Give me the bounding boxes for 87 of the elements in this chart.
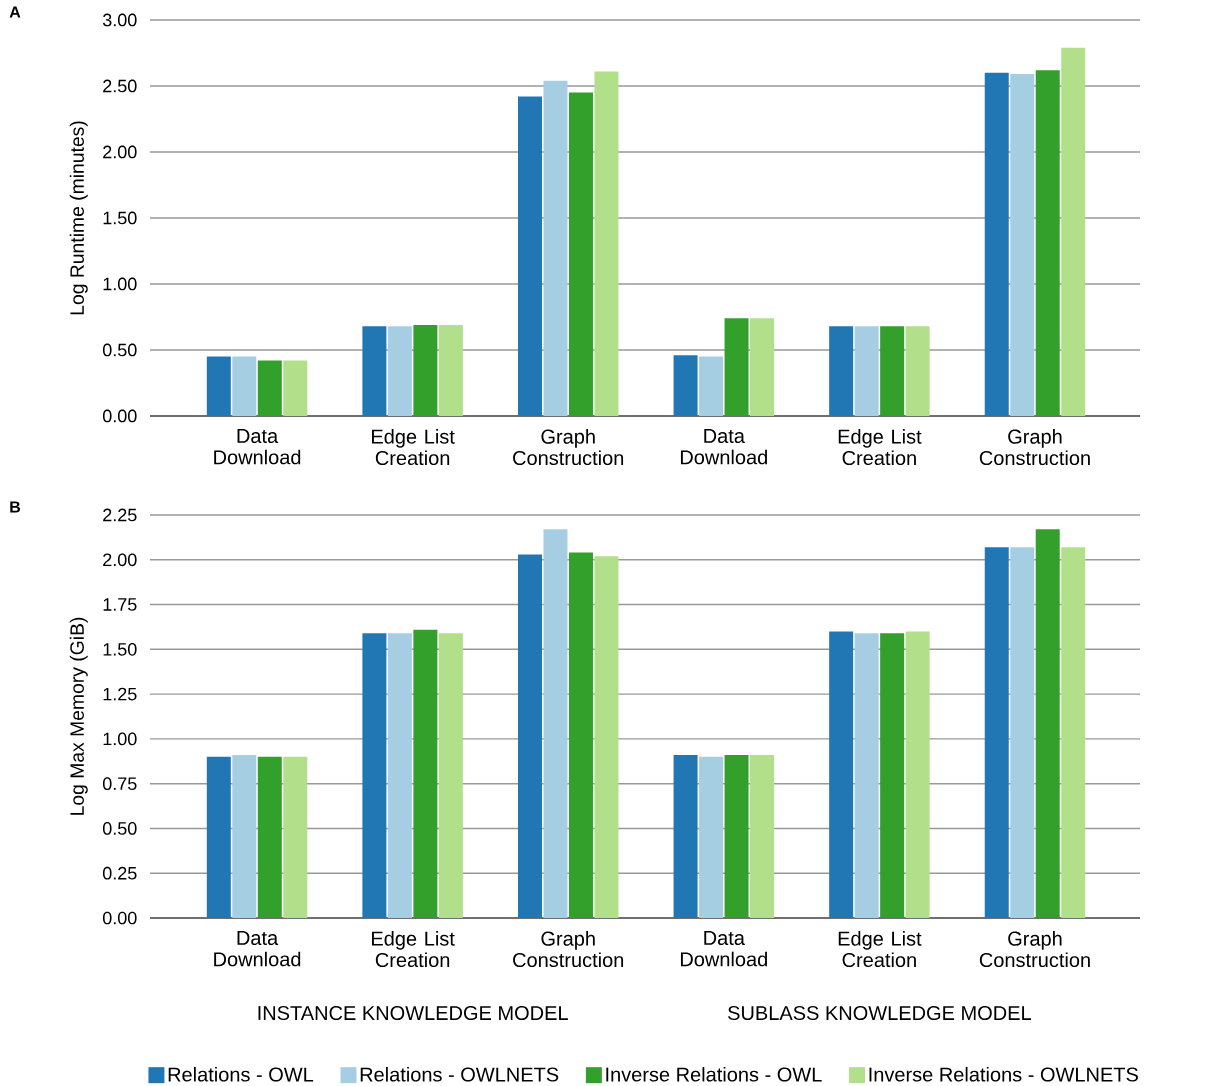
- bar: [362, 326, 387, 416]
- bar: [750, 755, 775, 918]
- y-tick-label: 2.50: [103, 79, 137, 93]
- x-tick-label: Graph Construction: [513, 931, 624, 968]
- text: B: [10, 501, 21, 513]
- bar: [1010, 547, 1035, 918]
- y-tick-label: 0.00: [102, 409, 137, 423]
- bar: [854, 633, 879, 918]
- bar: [724, 755, 749, 918]
- bar: [232, 356, 257, 416]
- x-tick-label: Edge List Creation: [838, 931, 922, 968]
- bar: [543, 80, 568, 416]
- bar: [984, 72, 1009, 416]
- bar: [387, 326, 412, 416]
- bar: [413, 629, 438, 918]
- bar: [880, 326, 905, 416]
- bar: [257, 360, 282, 416]
- bar: [362, 633, 387, 918]
- text: INSTANCE KNOWLEDGE MODEL: [258, 1005, 568, 1021]
- bar: [543, 529, 568, 918]
- bar: [517, 96, 542, 416]
- y-axis-title: Log Max Memory (GiB): [69, 617, 88, 815]
- bar: [829, 326, 854, 416]
- bar: [854, 326, 879, 416]
- x-tick-label: Graph Construction: [513, 429, 624, 466]
- x-tick-label: Graph Construction: [979, 429, 1090, 466]
- y-tick-label: 0.75: [102, 777, 137, 791]
- bar: [568, 92, 593, 416]
- bar: [984, 547, 1009, 918]
- y-tick-label: 1.00: [103, 277, 137, 291]
- bar: [699, 756, 724, 918]
- bar: [880, 633, 905, 918]
- y-tick-label: 3.00: [102, 13, 137, 27]
- bar: [1061, 47, 1086, 416]
- bar: [283, 756, 308, 918]
- y-tick-label: 0.25: [102, 866, 137, 880]
- y-axis-title: Log Runtime (minutes): [69, 121, 88, 315]
- y-tick-label: 0.50: [102, 343, 137, 357]
- y-tick-label: 1.50: [103, 211, 137, 225]
- bar: [568, 552, 593, 918]
- text: A: [9, 6, 21, 18]
- bar: [283, 360, 308, 416]
- bar: [673, 755, 698, 918]
- bar: [673, 355, 698, 416]
- bar: [517, 554, 542, 918]
- text: SUBLASS KNOWLEDGE MODEL: [728, 1005, 1031, 1021]
- legend-label: Relations - OWL: [168, 1066, 314, 1082]
- bar: [1035, 529, 1060, 918]
- bar: [724, 318, 749, 416]
- bar: [206, 356, 231, 416]
- bar: [387, 633, 412, 918]
- x-tick-label: Data Download: [214, 429, 301, 465]
- x-tick-label: Edge List Creation: [838, 429, 922, 466]
- bar: [232, 755, 257, 918]
- y-tick-label: 0.00: [102, 911, 137, 925]
- bar: [905, 631, 930, 918]
- legend-label: Inverse Relations - OWLNETS: [869, 1066, 1138, 1082]
- x-tick-label: Edge List Creation: [372, 429, 455, 466]
- bar: [750, 318, 775, 416]
- x-tick-label: Data Download: [214, 931, 301, 967]
- x-tick-label: Graph Construction: [979, 931, 1090, 968]
- bar: [594, 71, 619, 416]
- bar: [438, 633, 463, 918]
- legend-label: Relations - OWLNETS: [360, 1066, 559, 1082]
- bar: [413, 324, 438, 416]
- y-tick-label: 1.50: [103, 642, 137, 656]
- y-tick-label: 2.00: [103, 145, 137, 159]
- x-tick-label: Data Download: [680, 931, 767, 967]
- bar: [257, 756, 282, 918]
- bar: [1035, 70, 1060, 416]
- bar: [1010, 74, 1035, 416]
- y-tick-label: 2.25: [103, 508, 137, 522]
- bar: [206, 756, 231, 918]
- bar: [905, 326, 930, 416]
- bar: [829, 631, 854, 918]
- y-tick-label: 1.00: [103, 732, 137, 746]
- y-tick-label: 1.25: [103, 687, 137, 701]
- y-tick-label: 2.00: [103, 553, 137, 567]
- legend-label: Inverse Relations - OWL: [606, 1066, 822, 1082]
- y-tick-label: 1.75: [103, 598, 137, 611]
- bar: [594, 556, 619, 918]
- y-tick-label: 0.50: [102, 822, 137, 835]
- x-tick-label: Edge List Creation: [372, 931, 455, 968]
- bar: [1061, 547, 1086, 918]
- bar: [438, 324, 463, 416]
- bar: [699, 356, 724, 416]
- x-tick-label: Data Download: [680, 429, 767, 465]
